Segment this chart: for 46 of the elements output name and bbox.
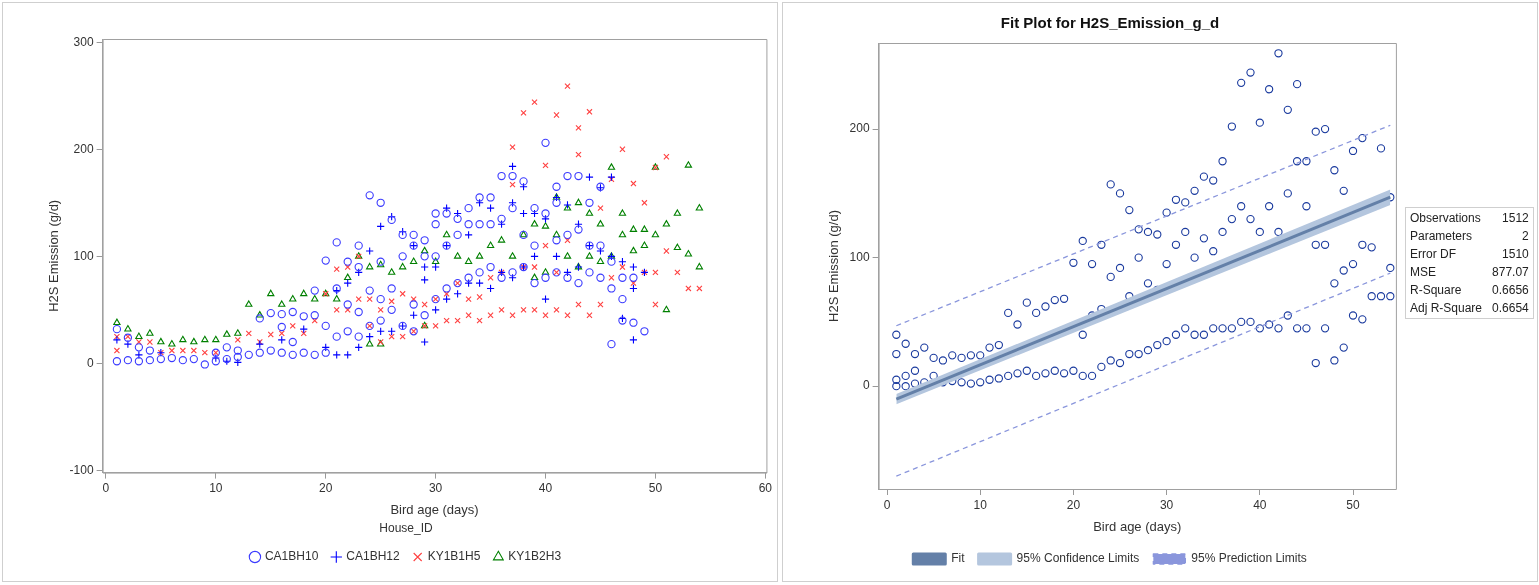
y-tick-label: 200 xyxy=(73,141,94,156)
x-tick-label: 10 xyxy=(209,481,223,496)
x-tick-label: 50 xyxy=(648,481,663,496)
text: Adj R-Square xyxy=(1410,301,1483,315)
x-tick-label: 30 xyxy=(428,481,443,496)
legend-label: CA1BH10 xyxy=(264,549,319,564)
text: Error DF xyxy=(1410,247,1457,261)
y-tick-label: 300 xyxy=(73,34,94,49)
x-axis-title: Bird age (days) xyxy=(390,502,479,518)
text: 2 xyxy=(1521,229,1529,243)
y-tick-label: 0 xyxy=(86,355,94,370)
x-tick-label: 20 xyxy=(319,481,333,496)
text: Parameters xyxy=(1410,229,1474,243)
text: R-Square xyxy=(1410,283,1463,297)
x-tick-label: 40 xyxy=(538,481,553,496)
legend-title: House_ID xyxy=(379,520,434,535)
y-axis-title: H2S Emission (g/d) xyxy=(46,199,62,312)
x-tick-label: 40 xyxy=(1253,497,1267,512)
x-tick-label: 0 xyxy=(102,481,110,496)
text: MSE xyxy=(1410,265,1437,279)
text: 0.6654 xyxy=(1492,301,1529,315)
chart-title: Fit Plot for H2S_Emission_g_d xyxy=(1000,14,1220,32)
legend-label: 95% Prediction Limits xyxy=(1191,551,1307,566)
text: 877.07 xyxy=(1492,265,1529,279)
y-tick-label: 200 xyxy=(849,121,870,136)
y-tick-label: -100 xyxy=(69,462,94,477)
text: 1512 xyxy=(1501,211,1529,225)
text: 1510 xyxy=(1501,247,1529,261)
y-tick-label: 100 xyxy=(849,249,870,264)
y-tick-label: 0 xyxy=(862,378,870,393)
y-axis-title: H2S Emission (g/d) xyxy=(826,210,842,322)
x-tick-label: 0 xyxy=(883,497,891,512)
legend-label: KY1B1H5 xyxy=(427,549,481,564)
x-tick-label: 10 xyxy=(973,497,988,512)
legend-label: 95% Confidence Limits xyxy=(1016,551,1140,566)
x-tick-label: 20 xyxy=(1066,497,1081,512)
legend-label: KY1B2H3 xyxy=(508,549,562,564)
x-tick-label: 50 xyxy=(1346,497,1361,512)
text: 0.6656 xyxy=(1492,283,1529,297)
x-tick-label: 60 xyxy=(758,481,773,496)
x-axis-title: Bird age (days) xyxy=(1093,518,1182,534)
text: Observations xyxy=(1410,211,1482,225)
x-tick-label: 30 xyxy=(1159,497,1174,512)
legend-label: Fit xyxy=(951,551,966,566)
legend-label: CA1BH12 xyxy=(346,549,400,564)
y-tick-label: 100 xyxy=(73,248,94,263)
